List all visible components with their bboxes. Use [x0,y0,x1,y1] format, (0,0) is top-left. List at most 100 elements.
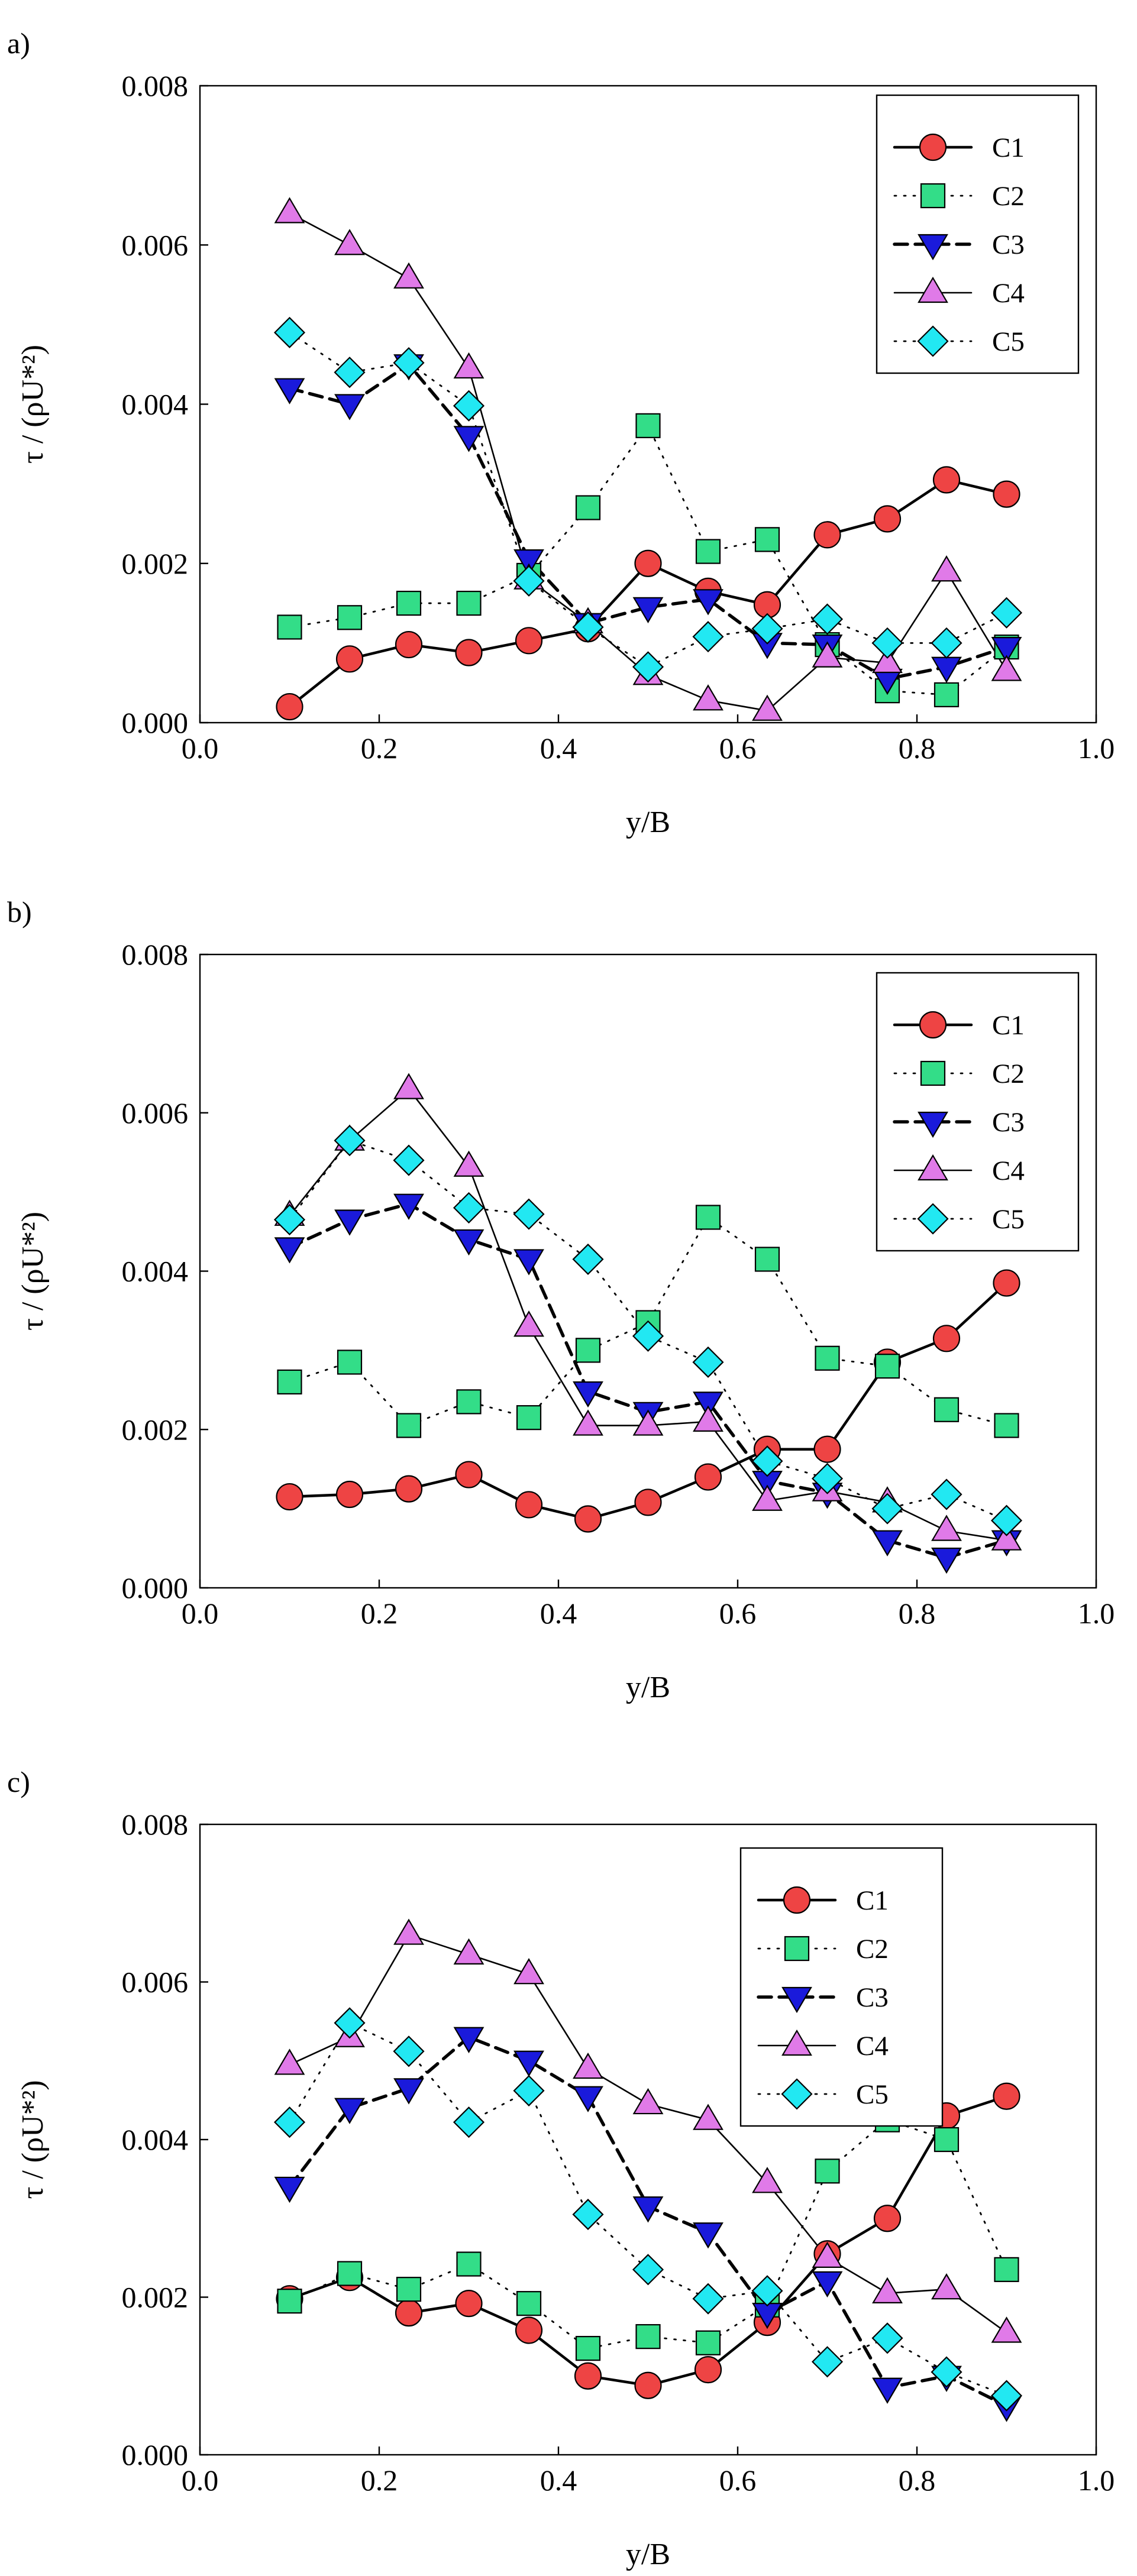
legend-marker-c3 [781,1986,812,2014]
data-point-c3 [872,1530,903,1556]
data-point-c4 [693,684,723,711]
x-tick-label: 0.6 [719,1597,757,1630]
x-axis-title: y/B [626,805,670,839]
legend-label-c5: C5 [992,326,1025,357]
legend-marker-c2 [920,1060,946,1086]
data-point-c2 [516,2291,542,2316]
legend-label-c3: C3 [856,1982,889,2013]
data-point-c2 [396,2277,422,2302]
y-tick-label: 0.000 [122,2438,189,2471]
data-point-c1 [395,2299,423,2327]
data-point-c4 [453,1938,484,1965]
data-point-c4 [453,352,484,379]
legend-box [876,972,1080,1252]
data-point-c3 [693,1391,723,1418]
legend-marker-c4 [781,2029,812,2056]
x-tick-label: 0.0 [182,732,219,765]
x-tick-label: 0.0 [182,2464,219,2497]
data-point-c3 [513,2050,544,2077]
y-tick-label: 0.008 [122,938,189,971]
data-point-c3 [453,1229,484,1256]
x-tick-label: 0.4 [540,1597,577,1630]
y-tick-label: 0.002 [122,1413,189,1446]
data-point-c1 [993,2082,1020,2110]
data-point-c2 [695,2330,721,2355]
data-point-c5 [632,2254,664,2286]
data-point-c5 [453,1192,485,1224]
data-point-c1 [634,2371,662,2399]
data-point-c4 [991,2316,1022,2343]
data-point-c4 [632,1409,664,1436]
data-point-c1 [993,480,1020,508]
data-point-c2 [695,1205,721,1230]
data-point-c5 [572,2199,604,2231]
data-point-c4 [931,2273,962,2300]
data-point-c2 [575,1338,601,1363]
data-point-c5 [273,2106,306,2138]
data-point-c3 [991,637,1022,664]
x-axis-title: y/B [626,2538,670,2571]
x-tick-label: 0.8 [899,1597,936,1630]
data-point-c1 [335,1480,364,1509]
x-tick-label: 0.8 [899,2464,936,2497]
x-tick-label: 0.4 [540,732,577,765]
data-point-c2 [933,1397,960,1422]
data-point-c5 [871,627,903,659]
y-tick-label: 0.004 [122,388,189,421]
data-point-c1 [813,1435,841,1463]
data-point-c4 [693,2103,723,2130]
y-tick-label: 0.006 [122,228,189,261]
x-tick-label: 0.8 [899,732,936,765]
data-point-c2 [575,495,601,520]
data-point-c3 [693,2222,723,2249]
x-tick-label: 1.0 [1078,732,1115,765]
data-point-c3 [632,597,664,623]
y-axis-title: τ / (ρU*²) [16,345,50,464]
data-point-c4 [872,2277,903,2303]
x-tick-label: 0.6 [719,732,757,765]
data-point-c2 [575,2336,601,2361]
data-point-c4 [752,1484,783,1511]
data-point-c1 [276,692,303,721]
data-point-c3 [334,394,365,420]
data-point-c2 [277,614,302,640]
data-point-c4 [513,1957,544,1985]
data-point-c3 [872,2377,903,2404]
legend-label-c2: C2 [992,181,1025,212]
data-point-c5 [931,2356,962,2388]
data-point-c1 [932,466,961,494]
data-point-c3 [812,2271,843,2298]
data-point-c4 [872,646,903,674]
data-point-c1 [455,639,483,666]
data-point-c3 [274,1237,305,1264]
y-tick-label: 0.004 [122,2123,189,2156]
data-point-c2 [994,2257,1019,2282]
chart-panel-a: a) 0.0 0.2 0.4 0.6 0.8 1.0 0.000 0.002 0.004 0.006… [7,27,1115,839]
x-tick-label: 0.2 [361,732,398,765]
legend-marker-c5 [917,325,949,357]
data-point-c4 [931,555,962,582]
data-point-c2 [516,1405,542,1431]
data-point-c4 [573,2052,603,2079]
data-point-c5 [273,1203,306,1236]
legend-box [739,1847,944,2127]
data-point-c3 [334,2098,365,2124]
data-point-c4 [991,655,1022,681]
data-point-c5 [632,651,664,683]
data-point-c5 [393,347,425,379]
data-point-c3 [573,1381,603,1408]
data-point-c1 [574,1505,602,1533]
data-point-c1 [574,2362,602,2390]
data-point-c5 [334,2007,366,2039]
legend-label-c2: C2 [992,1059,1025,1089]
data-point-c5 [572,611,604,643]
y-axis-title: τ / (ρU*²) [16,1212,50,1331]
data-point-c1 [873,505,902,533]
x-tick-label: 1.0 [1078,2464,1115,2497]
data-point-c2 [337,2261,363,2286]
data-point-c5 [632,1320,664,1352]
data-point-c2 [933,2127,960,2153]
legend: C1 C2 C3 C4 C5 [876,972,1080,1252]
data-point-c2 [994,1413,1019,1438]
